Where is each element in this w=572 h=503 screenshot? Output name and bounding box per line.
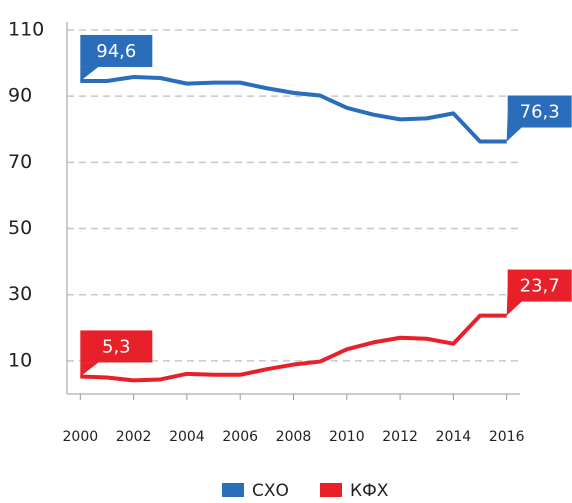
y-tick-label: 50 <box>8 217 32 239</box>
x-tick-label: 2006 <box>222 429 258 445</box>
data-label: 76,3 <box>520 102 560 123</box>
callout-box <box>80 34 153 67</box>
x-tick-label: 2000 <box>63 429 99 445</box>
x-tick-label: 2012 <box>382 429 418 445</box>
y-tick-label: 30 <box>8 283 32 305</box>
y-tick-label: 10 <box>8 349 32 371</box>
data-label: 23,7 <box>520 276 560 297</box>
data-label: 94,6 <box>96 41 136 62</box>
x-tick-label: 2010 <box>329 429 365 445</box>
callout-tail <box>80 362 99 377</box>
x-tick-label: 2004 <box>169 429 205 445</box>
x-tick-label: 2014 <box>436 429 472 445</box>
series-line <box>80 74 507 144</box>
legend-swatch <box>222 483 244 497</box>
callout-box <box>507 95 572 128</box>
legend-swatch <box>320 483 342 497</box>
data-label: 5,3 <box>102 336 131 357</box>
callout-box <box>80 330 153 363</box>
callout-tail <box>80 66 99 81</box>
legend-label: СХО <box>252 481 289 501</box>
x-tick-label: 2008 <box>276 429 312 445</box>
x-tick-label: 2002 <box>116 429 152 445</box>
x-tick-label: 2016 <box>489 429 525 445</box>
callout-box <box>507 269 572 302</box>
y-tick-label: 110 <box>8 19 44 41</box>
y-tick-label: 70 <box>8 151 32 173</box>
y-tick-label: 90 <box>8 85 32 107</box>
legend-label: КФХ <box>350 481 389 501</box>
series-line <box>80 313 507 383</box>
